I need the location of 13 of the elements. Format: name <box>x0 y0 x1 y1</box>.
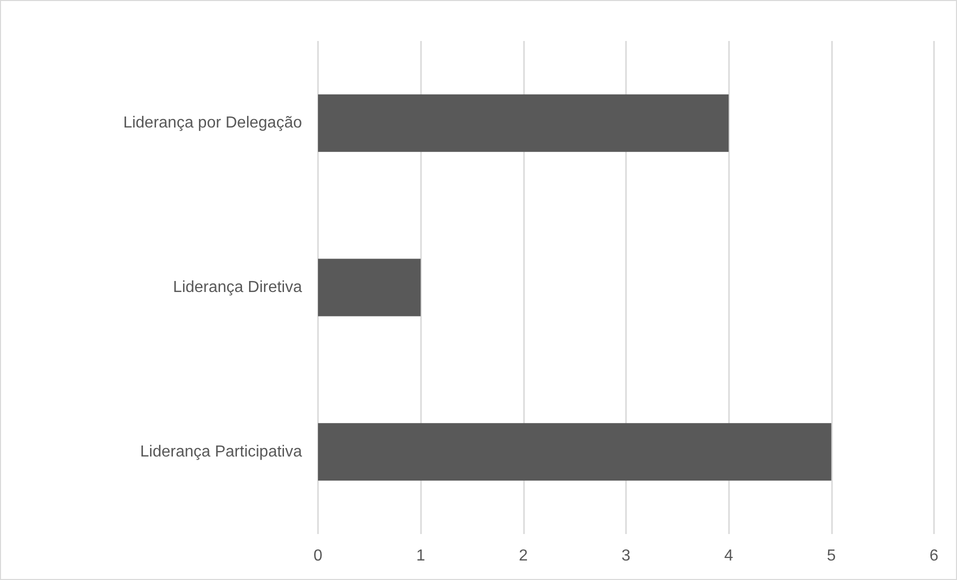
x-tick-label: 2 <box>518 548 528 564</box>
y-tick-label: Liderança Diretiva <box>173 279 302 296</box>
x-tick-label: 6 <box>930 548 939 564</box>
x-tick-label: 5 <box>826 548 836 564</box>
x-tick-label: 3 <box>622 548 631 564</box>
x-tick-label: 1 <box>416 548 426 564</box>
y-tick-label: Liderança por Delegação <box>123 114 302 132</box>
bar <box>318 258 421 316</box>
x-tick-label: 0 <box>314 548 323 564</box>
bar <box>318 423 832 481</box>
y-tick-label: Liderança Participativa <box>140 443 302 460</box>
x-tick-label: 4 <box>724 548 734 564</box>
bar <box>318 94 729 152</box>
